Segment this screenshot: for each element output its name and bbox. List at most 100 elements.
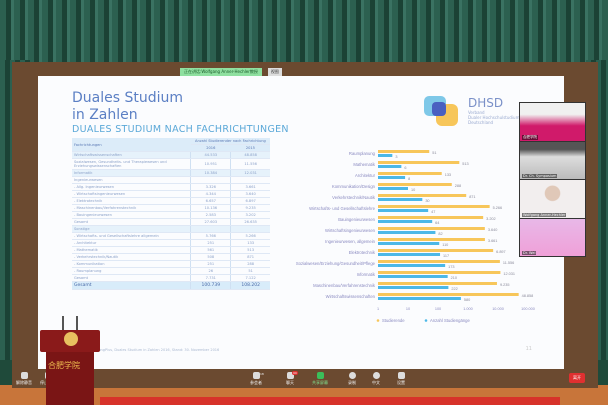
- data-label: 3.640: [488, 228, 498, 232]
- bar: [378, 293, 519, 296]
- category-label: Sozialwesen/Erziehung/Gesundheit/Pflege: [296, 261, 376, 266]
- data-label: 222: [451, 287, 457, 291]
- table-row: Gesamt 27.603 26.635: [72, 218, 270, 226]
- table-row: Sozialwesen, Gesundheits- und Therapiewe…: [72, 158, 270, 170]
- legend-marker: [424, 319, 428, 322]
- chat-icon: [286, 372, 294, 379]
- data-label: 47: [431, 210, 435, 214]
- data-label: 173: [448, 265, 454, 269]
- video-panel: 合肥学院 Dr. Ch. Symposium Wolfgang Anner-He…: [519, 102, 586, 257]
- x-tick-label: 10.000: [492, 307, 504, 311]
- data-label: 210: [451, 276, 457, 280]
- table-row: - Architektur 251 133: [72, 239, 270, 247]
- data-label: 6.897: [496, 250, 506, 254]
- settings-label: 设置: [397, 380, 405, 385]
- bar: [378, 216, 484, 219]
- video-tile[interactable]: Wolfgang Anner-Hechler: [520, 180, 585, 218]
- bar: [378, 150, 430, 153]
- presentation-slide: Duales Studium in Zahlen DUALES STUDIUM N…: [38, 76, 564, 369]
- value-2016: [190, 225, 231, 233]
- value-2016: 27.603: [190, 218, 231, 226]
- video-tile[interactable]: Dr. Ch. Symposium: [520, 141, 585, 179]
- view-button[interactable]: 视图: [267, 68, 282, 76]
- value-2016: 4.344: [190, 190, 231, 198]
- table-row: - Wirtschaftsingenieurwesen 4.344 3.640: [72, 190, 270, 198]
- bar: [378, 231, 436, 234]
- logo-name: DHSD: [468, 96, 504, 110]
- table-row: Ingenieurwesen: [72, 176, 270, 184]
- value-2015: 6.897: [230, 197, 270, 205]
- video-tile[interactable]: Dr. Wei: [520, 218, 585, 256]
- share-screen-button[interactable]: 共享屏幕: [312, 372, 328, 386]
- value-2015: 7.122: [230, 274, 270, 282]
- participant-count: 18: [260, 372, 264, 376]
- participants-button[interactable]: 参会者 18: [250, 372, 264, 386]
- bar: [378, 183, 452, 186]
- logo-sub-line: Deutschland: [468, 120, 494, 125]
- value-2015: 26.635: [230, 218, 270, 226]
- row-label: - Mathematik: [72, 246, 191, 254]
- data-label: 580: [464, 298, 470, 302]
- language-button[interactable]: 中文: [372, 372, 380, 386]
- globe-icon: [372, 372, 380, 379]
- dhsd-logo-icon: [424, 96, 458, 126]
- data-label: 3: [395, 155, 397, 159]
- bar: [378, 161, 460, 164]
- value-2015: 133: [230, 239, 270, 247]
- value-2016: 5.766: [190, 232, 231, 240]
- gear-icon: [397, 372, 405, 379]
- emblem-icon: [64, 332, 78, 346]
- row-label: - Kommunikation: [72, 260, 191, 268]
- value-2015: 12.031: [230, 169, 270, 177]
- bar: [378, 205, 490, 208]
- value-2015: 48.858: [230, 151, 270, 159]
- x-tick-label: 1: [377, 307, 379, 311]
- data-label: 6: [404, 166, 406, 170]
- microphone-icon: [20, 372, 28, 379]
- total-2016: 100.739: [190, 281, 231, 290]
- leave-button[interactable]: 离开: [569, 373, 585, 383]
- unmute-label: 解除静音: [16, 380, 32, 385]
- table-row: - Raumplanung 26 51: [72, 267, 270, 275]
- row-label: Gesamt: [72, 274, 191, 282]
- chat-badge: 99: [292, 371, 298, 375]
- value-2015: 3.202: [230, 211, 270, 219]
- data-label: 3.202: [486, 217, 496, 221]
- bar: [378, 209, 429, 212]
- data-label: 5.266: [493, 206, 503, 210]
- group-header: Anzahl Studierender nach Fachrichtung: [190, 138, 270, 145]
- x-tick-label: 100: [435, 307, 441, 311]
- participant-name: 合肥学院: [522, 134, 538, 140]
- bar: [378, 194, 467, 197]
- data-label: 11.556: [503, 261, 514, 265]
- table-row: - Bauingenieurwesen 2.583 3.202: [72, 211, 270, 219]
- record-button[interactable]: 录制: [348, 372, 356, 386]
- value-2016: 561: [190, 246, 231, 254]
- participants-label: 参会者: [250, 380, 262, 385]
- row-label: Sozialwesen, Gesundheits- und Therapiewe…: [72, 158, 191, 170]
- value-2015: 51: [230, 267, 270, 275]
- page-number: 11: [525, 346, 532, 352]
- x-tick-label: 100.000: [521, 307, 535, 311]
- title-line-2: in Zahlen: [72, 107, 138, 123]
- year-header: 2015: [230, 144, 270, 152]
- data-label: 871: [469, 195, 475, 199]
- data-label: 117: [443, 254, 449, 258]
- video-tile[interactable]: 合肥学院: [520, 103, 585, 141]
- chat-button[interactable]: 聊天 99: [286, 371, 298, 386]
- value-2016: 7.731: [190, 274, 231, 282]
- row-label: Wirtschaftswissenschaften: [72, 151, 191, 159]
- unmute-button[interactable]: 解除静音: [16, 372, 32, 386]
- data-label: 133: [445, 173, 451, 177]
- value-2015: 288: [230, 260, 270, 268]
- category-label: Bauingenieurwesen: [338, 217, 375, 222]
- settings-button[interactable]: 设置: [397, 372, 405, 386]
- table-row: Wirtschaftswissenschaften 44.533 48.858: [72, 151, 270, 159]
- category-label: Wirtschaftsingenieurwesen: [325, 228, 376, 233]
- category-label: Kommunikation/Design: [332, 184, 376, 189]
- bar: [378, 227, 485, 230]
- category-label: Informatik: [357, 272, 376, 277]
- data-label: 10: [411, 188, 415, 192]
- curtain: [0, 0, 608, 70]
